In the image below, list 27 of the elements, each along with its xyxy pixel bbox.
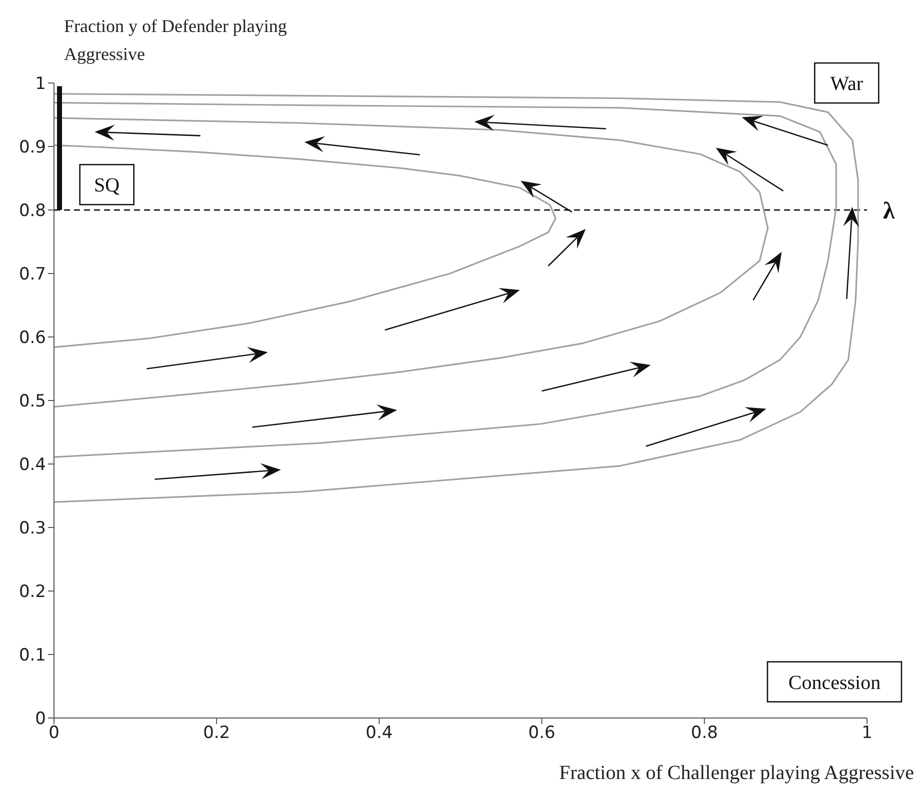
x-tick-label: 0.4 [366,723,393,744]
annotation: War [830,73,864,95]
x-tick-label: 0 [48,723,60,744]
line-series [54,102,837,458]
line-series [54,117,769,408]
line-series [54,92,859,503]
line-series [54,144,556,348]
y-tick-label: 0.3 [18,518,46,539]
y-tick-label: 0.5 [18,392,46,412]
annotation: SQ [94,174,120,197]
y-axis-title: Fraction y of Defender playing Aggressive [64,15,288,66]
y-tick-label: 0.6 [18,328,46,348]
x-tick-label: 0.6 [528,723,556,744]
annotation: Concession [788,672,881,694]
y-tick-label: 0.2 [18,582,46,602]
x-axis-title: Fraction x of Challenger playing Aggressive [559,762,914,785]
y-tick-label: 0.4 [18,455,46,476]
y-tick-label: 1 [35,74,46,94]
y-tick-label: 0.1 [18,646,46,666]
y-tick-label: 0 [35,709,46,730]
x-tick-label: 0.2 [203,723,230,744]
x-tick-label: 1 [862,723,872,744]
x-tick-label: 0.8 [690,723,718,744]
y-tick-label: 0.7 [18,264,46,285]
ref-line-label: λ [883,198,895,225]
y-tick-label: 0.8 [18,201,46,222]
y-tick-label: 0.9 [18,138,46,158]
